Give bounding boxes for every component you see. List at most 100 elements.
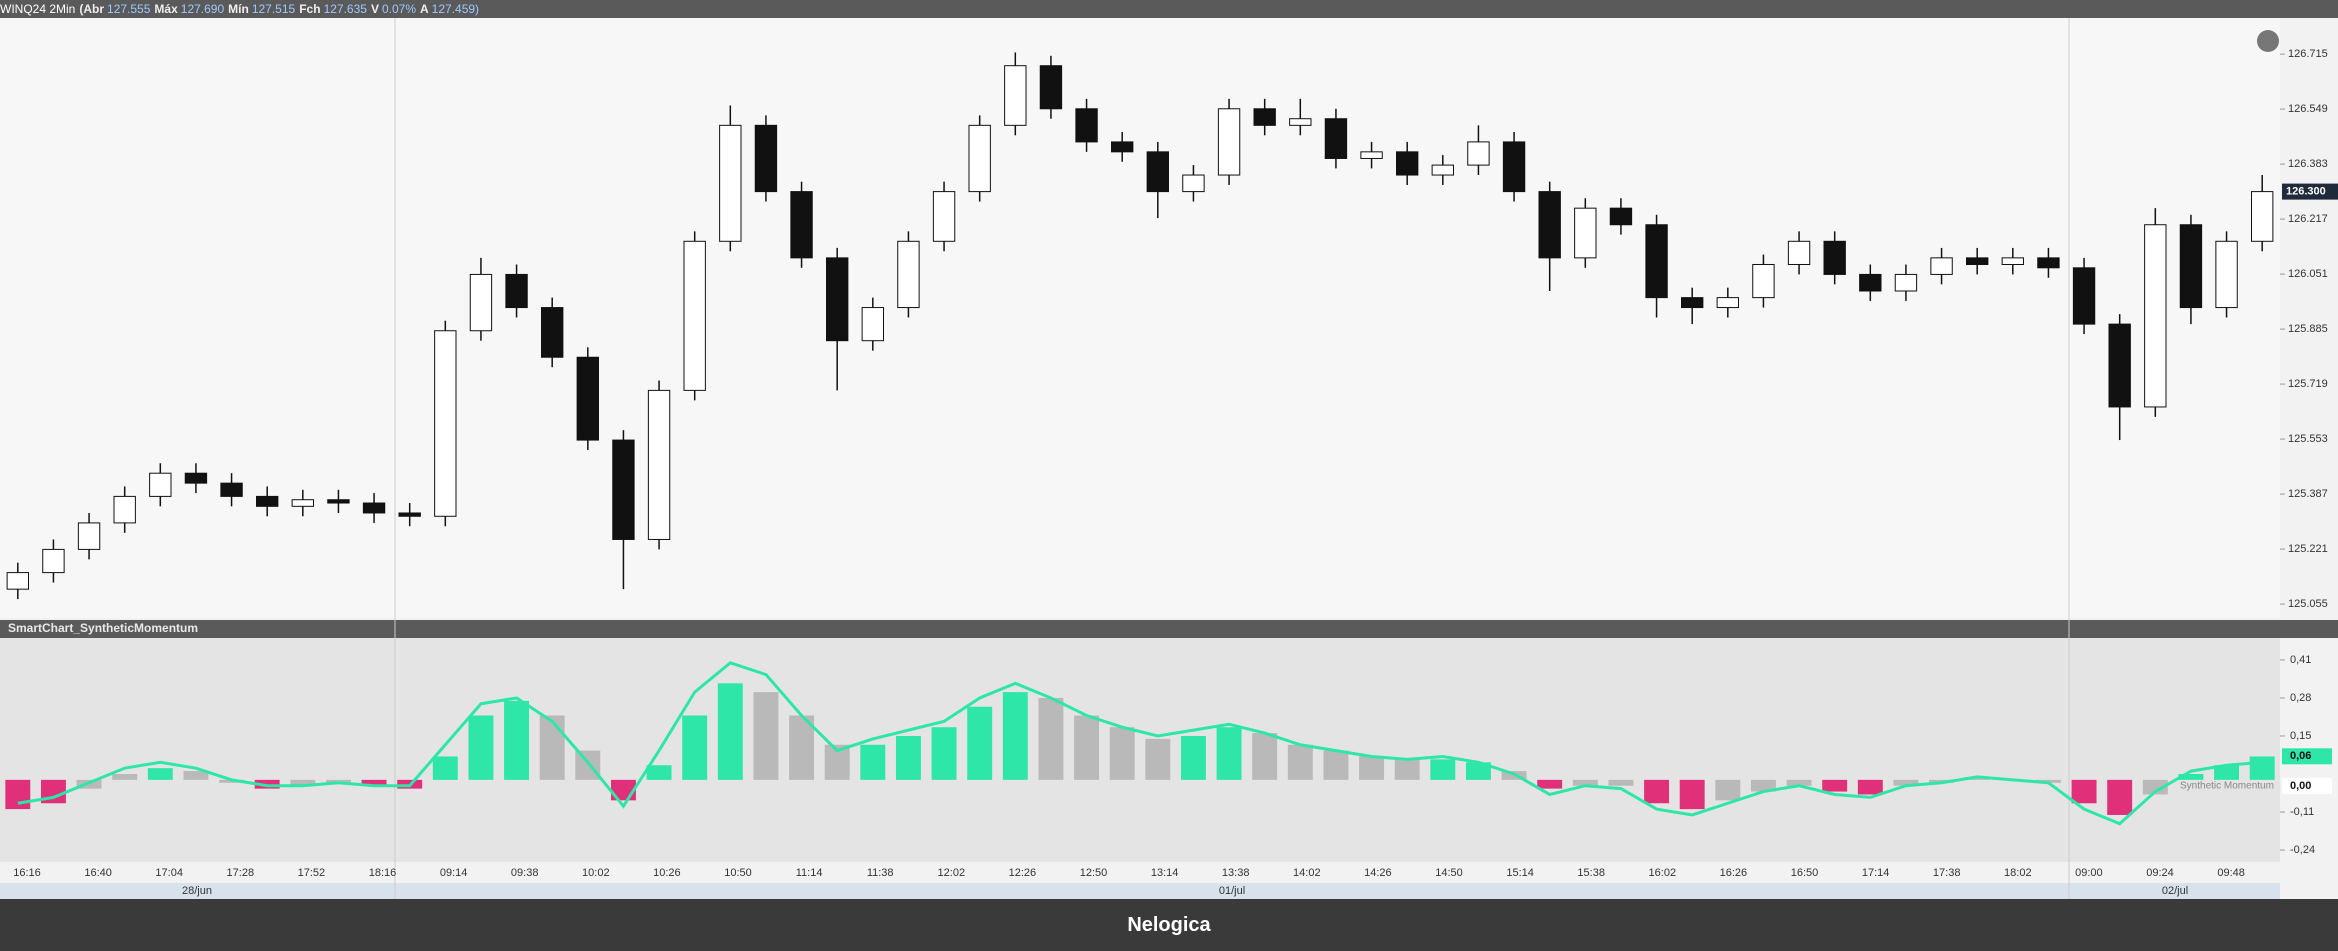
histogram-bar bbox=[789, 715, 815, 780]
candle-body bbox=[541, 307, 564, 358]
header-bar: WINQ24 2Min (Abr 127.555 Máx 127.690 Mín 127.5… bbox=[0, 0, 2338, 18]
histogram-bar bbox=[5, 779, 31, 810]
y-tick-label: 0,41 bbox=[2290, 654, 2311, 666]
x-tick-label: 17:14 bbox=[1862, 867, 1890, 879]
x-tick-label: 13:14 bbox=[1151, 867, 1179, 879]
candle-body bbox=[1752, 263, 1775, 299]
y-tick-label: 0,28 bbox=[2290, 692, 2311, 704]
x-tick-label: 10:50 bbox=[724, 867, 752, 879]
histogram-bar bbox=[1145, 738, 1171, 780]
candle-body bbox=[1859, 273, 1882, 292]
candle-body bbox=[2251, 191, 2274, 242]
x-tick-label: 16:16 bbox=[13, 867, 41, 879]
candle-body bbox=[1004, 65, 1027, 126]
histogram-bar bbox=[1252, 733, 1278, 780]
histogram-bar bbox=[1180, 735, 1206, 780]
candle-body bbox=[1538, 191, 1561, 259]
momentum-line bbox=[17, 661, 2263, 826]
histogram-bar bbox=[1750, 779, 1776, 792]
candle-body bbox=[291, 499, 314, 507]
quote-value: 127.515 bbox=[251, 2, 296, 16]
quote-label: Mín bbox=[228, 2, 249, 16]
x-tick-label: 16:02 bbox=[1649, 867, 1677, 879]
candle-body bbox=[1787, 240, 1811, 265]
histogram-bar bbox=[1287, 744, 1313, 780]
candle-body bbox=[2144, 224, 2167, 408]
candle-body bbox=[790, 191, 813, 259]
candle-body bbox=[576, 356, 599, 441]
candle-body bbox=[861, 307, 884, 342]
x-tick-label: 14:50 bbox=[1435, 867, 1463, 879]
histogram-bar bbox=[290, 779, 316, 786]
x-tick-label: 11:38 bbox=[867, 867, 894, 879]
candle-body bbox=[897, 240, 920, 309]
candle-body bbox=[719, 124, 742, 242]
candle-body bbox=[220, 482, 243, 497]
quote-label: V bbox=[370, 2, 379, 16]
x-tick-label: 18:02 bbox=[2004, 867, 2032, 879]
candle-body bbox=[1289, 118, 1312, 126]
candle-body bbox=[1431, 164, 1454, 176]
candle-body bbox=[1253, 108, 1276, 126]
candle-body bbox=[968, 124, 991, 193]
candle-body bbox=[1467, 141, 1490, 166]
candle-body bbox=[1894, 273, 1918, 292]
candle-body bbox=[1182, 174, 1205, 193]
quote-value: 0.07% bbox=[381, 2, 416, 16]
y-tick-label: -0,11 bbox=[2290, 806, 2314, 818]
chart: SmartChart_SyntheticMomentum 126.715 126.… bbox=[0, 18, 2338, 899]
y-tick-label: 125.387 bbox=[2288, 488, 2328, 500]
x-tick-label: 16:50 bbox=[1791, 867, 1819, 879]
x-tick-label: 12:02 bbox=[938, 867, 966, 879]
candle-body bbox=[1396, 151, 1419, 176]
candle-body bbox=[1930, 257, 1953, 275]
histogram-bar bbox=[432, 756, 458, 780]
histogram-bar bbox=[646, 765, 672, 780]
x-tick-label: 15:38 bbox=[1577, 867, 1605, 879]
candle-body bbox=[398, 512, 421, 517]
x-tick-label: 16:26 bbox=[1720, 867, 1748, 879]
candle-body bbox=[77, 522, 101, 550]
x-tick-label: 14:02 bbox=[1293, 867, 1321, 879]
candle-body bbox=[327, 499, 350, 504]
date-label: 28/jun bbox=[182, 885, 212, 897]
histogram-bar bbox=[1109, 727, 1135, 780]
candle-body bbox=[2215, 240, 2238, 309]
candle-body bbox=[1716, 297, 1739, 309]
current-value-label: 0,00 bbox=[2290, 780, 2311, 792]
y-tick-label: 126.715 bbox=[2288, 48, 2328, 60]
y-tick-label: 126.051 bbox=[2288, 268, 2328, 280]
x-tick-label: 09:14 bbox=[440, 867, 468, 879]
histogram-bar bbox=[575, 750, 601, 780]
histogram-bar bbox=[1038, 697, 1064, 780]
x-tick-label: 15:14 bbox=[1506, 867, 1534, 879]
histogram-bar bbox=[504, 700, 530, 780]
histogram-bar bbox=[967, 706, 993, 780]
histogram-bar bbox=[931, 727, 957, 780]
histogram-bar bbox=[1430, 759, 1456, 780]
y-tick-label: 125.719 bbox=[2288, 378, 2328, 390]
quote-label: Máx bbox=[154, 2, 178, 16]
candle-body bbox=[1502, 141, 1526, 193]
histogram-bar bbox=[1359, 756, 1385, 780]
scroll-button[interactable] bbox=[2257, 30, 2279, 52]
x-tick-label: 13:38 bbox=[1222, 867, 1250, 879]
y-tick-label: 126.549 bbox=[2288, 103, 2328, 115]
histogram-bar bbox=[1857, 779, 1883, 795]
candle-body bbox=[42, 548, 65, 574]
x-tick-label: 18:16 bbox=[369, 867, 397, 879]
histogram-bar bbox=[1216, 727, 1242, 780]
current-value-box bbox=[2282, 748, 2332, 765]
histogram-bar bbox=[147, 768, 173, 780]
y-tick-label: 125.221 bbox=[2288, 543, 2328, 555]
candle-body bbox=[6, 572, 29, 590]
candle-body bbox=[647, 389, 671, 540]
histogram-bar bbox=[1323, 750, 1349, 780]
histogram-bar bbox=[860, 744, 886, 780]
quote-label: (Abr bbox=[79, 2, 105, 16]
last-price-box bbox=[2282, 183, 2338, 200]
candle-body bbox=[2179, 224, 2203, 309]
histogram-bar bbox=[2178, 774, 2204, 780]
x-tick-label: 09:48 bbox=[2217, 867, 2245, 879]
